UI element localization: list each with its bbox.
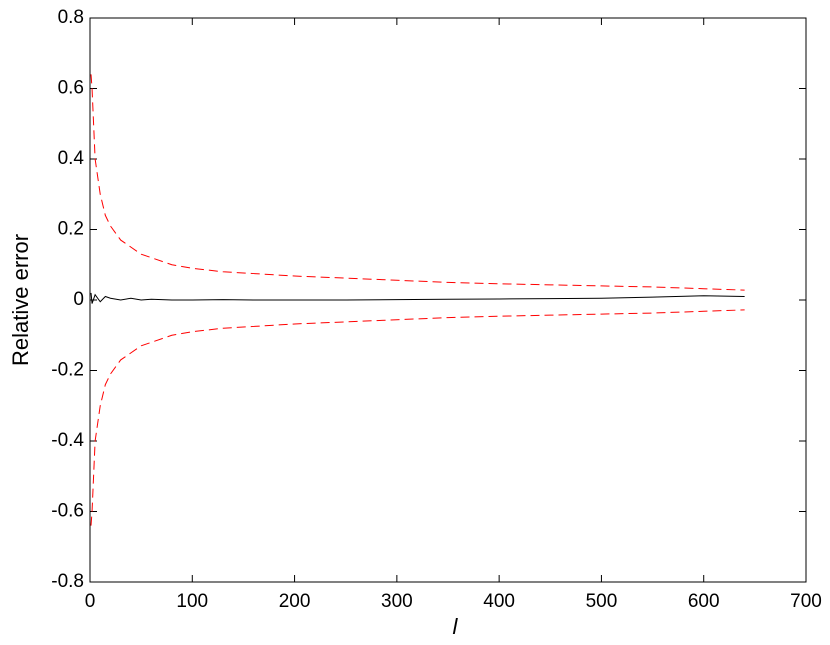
series-line (90, 292, 745, 304)
x-tick-label: 600 (688, 591, 720, 612)
y-tick-label: -0.4 (51, 430, 84, 451)
y-tick-label: -0.8 (51, 571, 84, 592)
x-axis-label: l (453, 614, 459, 639)
y-axis-label: Relative error (8, 234, 33, 366)
y-tick-label: 0.6 (58, 78, 84, 99)
y-tick-label: 0.4 (58, 148, 85, 169)
series-line (90, 74, 745, 291)
x-tick-label: 100 (176, 591, 208, 612)
x-tick-label: 0 (85, 591, 96, 612)
x-tick-label: 400 (483, 591, 515, 612)
y-tick-label: -0.2 (51, 360, 84, 381)
y-tick-label: 0.2 (58, 219, 84, 240)
x-tick-label: 300 (381, 591, 413, 612)
x-tick-label: 500 (586, 591, 618, 612)
y-tick-label: 0 (73, 289, 84, 310)
x-tick-label: 200 (279, 591, 311, 612)
y-tick-label: 0.8 (58, 7, 84, 28)
series-line (90, 309, 745, 526)
x-tick-label: 700 (790, 591, 822, 612)
y-tick-label: -0.6 (51, 501, 84, 522)
